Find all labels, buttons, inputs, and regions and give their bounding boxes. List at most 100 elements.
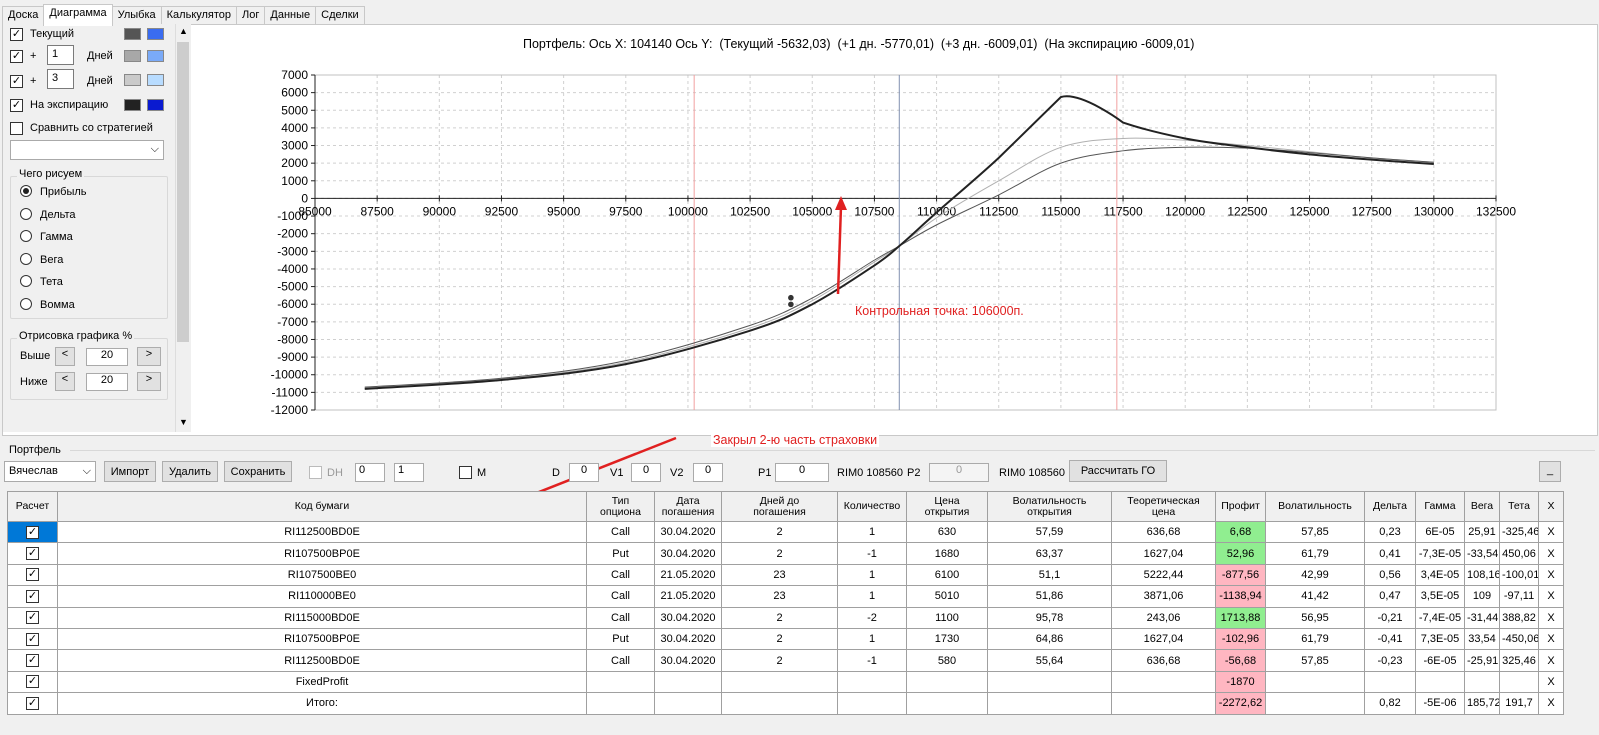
- remove-row-button[interactable]: X: [1538, 542, 1564, 565]
- column-header[interactable]: Количество: [837, 491, 907, 522]
- swatch-expiry-1[interactable]: [124, 99, 141, 111]
- radio-option[interactable]: [20, 275, 32, 290]
- calc-checkbox-cell[interactable]: ✓: [7, 692, 58, 715]
- v2-input[interactable]: 0: [693, 463, 723, 482]
- table-row[interactable]: ✓ RI107500BP0E Put 30.04.2020 2 -1 1680 63,37 16…: [7, 542, 1564, 565]
- table-row[interactable]: ✓ FixedProfit -1870 X: [7, 670, 1564, 694]
- table-row[interactable]: ✓ RI112500BD0E Call 30.04.2020 2 1 630 57,59 636…: [7, 520, 1564, 544]
- minimize-button[interactable]: _: [1539, 461, 1561, 482]
- calc-checkbox[interactable]: ✓: [26, 675, 39, 689]
- tab-6[interactable]: Сделки: [315, 6, 365, 25]
- radio-option[interactable]: [20, 185, 32, 200]
- remove-row-button[interactable]: X: [1538, 606, 1564, 629]
- calc-checkbox[interactable]: ✓: [26, 611, 39, 625]
- calculate-go-button[interactable]: Рассчитать ГО: [1069, 460, 1167, 482]
- column-header[interactable]: Тип опциона: [586, 491, 655, 522]
- radio-option[interactable]: [20, 230, 32, 245]
- calc-checkbox-cell[interactable]: ✓: [7, 627, 58, 651]
- plus3-days-input[interactable]: 3: [47, 69, 74, 89]
- tab-0[interactable]: Доска: [2, 6, 45, 25]
- column-header[interactable]: Волатильность открытия: [987, 491, 1112, 522]
- below-value-field[interactable]: 20: [86, 373, 128, 391]
- radio-button-icon[interactable]: [20, 252, 32, 265]
- remove-row-button[interactable]: X: [1538, 585, 1564, 608]
- column-header[interactable]: Код бумаги: [57, 491, 587, 522]
- swatch-plus3-2[interactable]: [147, 74, 164, 86]
- column-header[interactable]: X: [1538, 491, 1564, 522]
- p2-input[interactable]: 0: [929, 463, 989, 482]
- expiry-checkbox[interactable]: ✓: [10, 99, 23, 112]
- import-button[interactable]: Импорт: [104, 461, 156, 482]
- above-value-field[interactable]: 20: [86, 348, 128, 366]
- remove-row-button[interactable]: X: [1538, 520, 1564, 544]
- calc-checkbox-cell[interactable]: ✓: [7, 606, 58, 629]
- remove-row-button[interactable]: X: [1538, 563, 1564, 587]
- calc-checkbox[interactable]: ✓: [26, 547, 39, 561]
- calc-checkbox-cell[interactable]: ✓: [7, 585, 58, 608]
- calc-checkbox[interactable]: ✓: [26, 525, 39, 539]
- column-header[interactable]: Тета: [1499, 491, 1539, 522]
- table-row[interactable]: ✓ RI110000BE0 Call 21.05.2020 23 1 5010 51,86 38…: [7, 585, 1564, 608]
- radio-button-icon[interactable]: [20, 207, 32, 220]
- remove-row-button[interactable]: X: [1538, 627, 1564, 651]
- calc-checkbox-cell[interactable]: ✓: [7, 520, 58, 544]
- column-header[interactable]: Цена открытия: [906, 491, 988, 522]
- column-header[interactable]: Вега: [1464, 491, 1500, 522]
- calc-checkbox[interactable]: ✓: [26, 568, 39, 582]
- calc-checkbox[interactable]: ✓: [26, 654, 39, 668]
- tab-1[interactable]: Диаграмма: [43, 4, 113, 26]
- tab-3[interactable]: Калькулятор: [160, 6, 238, 25]
- radio-option[interactable]: [20, 207, 32, 223]
- plus3-checkbox[interactable]: ✓: [10, 75, 23, 88]
- scroll-down-icon[interactable]: ▼: [179, 417, 188, 427]
- above-increase-button[interactable]: >: [137, 347, 161, 366]
- swatch-plus1-1[interactable]: [124, 50, 141, 62]
- current-checkbox[interactable]: ✓: [10, 28, 23, 41]
- plus1-days-input[interactable]: 1: [47, 45, 74, 65]
- swatch-plus1-2[interactable]: [147, 50, 164, 62]
- dh-spin-2[interactable]: 1: [394, 463, 424, 482]
- dh-spin-1[interactable]: 0: [355, 463, 385, 482]
- compare-checkbox[interactable]: [10, 122, 23, 138]
- swatch-plus3-1[interactable]: [124, 74, 141, 86]
- tab-4[interactable]: Лог: [236, 6, 266, 25]
- column-header[interactable]: Расчет: [7, 491, 58, 522]
- radio-option[interactable]: [20, 252, 32, 268]
- plus1-checkbox[interactable]: ✓: [10, 50, 23, 63]
- m-checkbox[interactable]: [459, 466, 472, 482]
- swatch-current-1[interactable]: [124, 28, 141, 40]
- below-decrease-button[interactable]: <: [55, 372, 75, 391]
- column-header[interactable]: Волатильность: [1265, 491, 1365, 522]
- table-row[interactable]: ✓ RI115000BD0E Call 30.04.2020 2 -2 1100 95,78 2…: [7, 606, 1564, 629]
- column-header[interactable]: Дельта: [1364, 491, 1416, 522]
- remove-row-button[interactable]: X: [1538, 670, 1564, 694]
- radio-button-icon[interactable]: [20, 185, 32, 197]
- scroll-up-icon[interactable]: ▲: [179, 26, 188, 36]
- column-header[interactable]: Профит: [1215, 491, 1266, 522]
- d-input[interactable]: 0: [569, 463, 599, 482]
- v1-input[interactable]: 0: [631, 463, 661, 482]
- profit-chart[interactable]: 85000 87500 90000 92500 95000 97500 100000 1025…: [192, 60, 1587, 430]
- radio-button-icon[interactable]: [20, 230, 32, 243]
- tab-2[interactable]: Улыбка: [111, 6, 162, 25]
- delete-button[interactable]: Удалить: [162, 461, 218, 482]
- calc-checkbox-cell[interactable]: ✓: [7, 670, 58, 694]
- swatch-expiry-2[interactable]: [147, 99, 164, 111]
- strategy-select[interactable]: ⌵: [10, 140, 164, 160]
- swatch-current-2[interactable]: [147, 28, 164, 40]
- remove-row-button[interactable]: X: [1538, 649, 1564, 672]
- p1-input[interactable]: 0: [775, 463, 829, 482]
- above-decrease-button[interactable]: <: [55, 347, 75, 366]
- save-button[interactable]: Сохранить: [224, 461, 292, 482]
- below-increase-button[interactable]: >: [137, 372, 161, 391]
- calc-checkbox[interactable]: ✓: [26, 696, 39, 710]
- table-row[interactable]: ✓ RI107500BP0E Put 30.04.2020 2 1 1730 64,86 162…: [7, 627, 1564, 651]
- table-row[interactable]: ✓ RI107500BE0 Call 21.05.2020 23 1 6100 51,1 522…: [7, 563, 1564, 587]
- remove-row-button[interactable]: X: [1538, 692, 1564, 715]
- settings-scrollbar[interactable]: ▲ ▼: [175, 24, 191, 432]
- calc-checkbox[interactable]: ✓: [26, 632, 39, 646]
- calc-checkbox-cell[interactable]: ✓: [7, 542, 58, 565]
- calc-checkbox-cell[interactable]: ✓: [7, 563, 58, 587]
- column-header[interactable]: Теоретическая цена: [1111, 491, 1216, 522]
- tab-5[interactable]: Данные: [264, 6, 317, 25]
